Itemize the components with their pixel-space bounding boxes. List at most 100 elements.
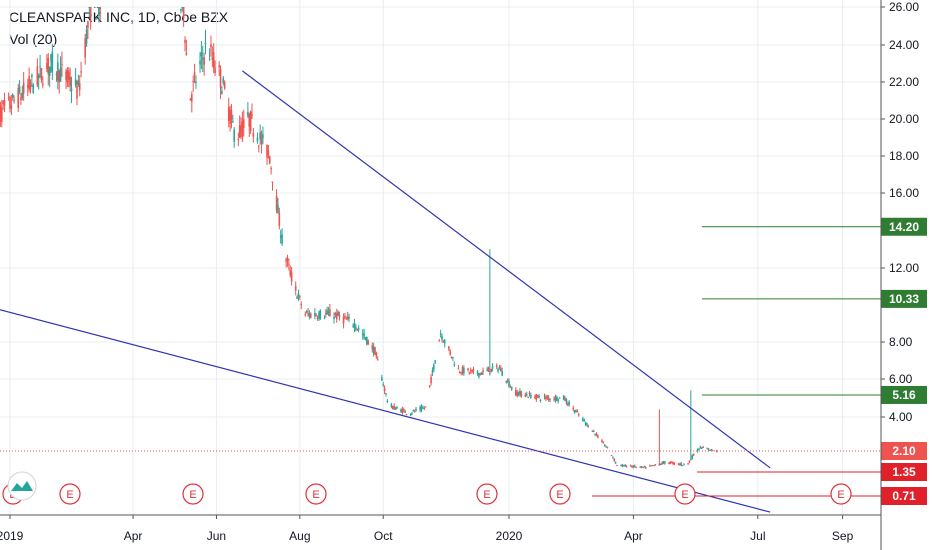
time-axis: 2019 Apr Jun Aug Oct 2020 Apr Jul Sep [0, 514, 881, 543]
candle-body [22, 82, 25, 94]
candle-body [527, 397, 529, 399]
candle-body [0, 106, 2, 120]
candle-body [204, 42, 207, 44]
candle-body [212, 52, 215, 68]
earnings-marker-label: E [483, 489, 490, 501]
candle-body [181, 7, 184, 8]
candle-body [59, 67, 62, 82]
candle-body [268, 156, 271, 164]
candle-body [413, 411, 416, 413]
candle-body [449, 351, 452, 355]
candle-body [471, 369, 473, 372]
x-tick-label: Sep [832, 529, 854, 543]
candle-body [77, 80, 80, 85]
candle-body [681, 465, 684, 467]
candle-body [89, 7, 92, 22]
candle-body [10, 105, 13, 109]
candle-body [307, 313, 309, 315]
candle-body [344, 315, 346, 318]
candle-body [543, 396, 546, 398]
candle-body [476, 371, 479, 374]
candle-body [270, 168, 272, 170]
candle-body [520, 391, 523, 397]
candle-body [26, 84, 29, 88]
candle-body [39, 66, 41, 68]
candle-body [371, 345, 374, 350]
candle-body [487, 367, 490, 372]
candle-body [191, 94, 193, 102]
candle-body [262, 134, 264, 139]
candle-body [420, 406, 423, 411]
candle-body [442, 341, 445, 343]
earnings-marker [674, 483, 696, 505]
x-tick-label: Aug [289, 529, 310, 543]
candle-body [281, 234, 283, 244]
candle-body [688, 460, 691, 463]
candle-body [411, 413, 413, 415]
candle-body [605, 446, 607, 448]
volume-indicator-label[interactable]: Vol (20) [9, 31, 58, 47]
candle-body [606, 447, 609, 449]
candle-body [318, 312, 320, 319]
candle-body [642, 467, 644, 469]
candle-body [99, 7, 102, 10]
candle-body [333, 316, 335, 319]
candle-body [70, 88, 73, 92]
candle-body [621, 464, 624, 467]
candle-body [20, 97, 22, 101]
candle-body [249, 111, 252, 132]
candle-body [562, 395, 565, 400]
candle-body [534, 396, 536, 398]
candle-body [582, 418, 584, 421]
candle-body [356, 328, 359, 330]
candle-body [319, 310, 322, 319]
price-axis: 26.00 24.00 22.00 20.00 18.00 16.00 12.00 8.00 6… [880, 0, 919, 550]
candle-body [353, 322, 356, 329]
candle-body [603, 444, 606, 446]
x-tick-label: Oct [374, 529, 393, 543]
candle-body [334, 313, 337, 315]
candle-body [252, 132, 255, 137]
candle-body [50, 54, 52, 62]
candle-body [583, 419, 585, 421]
candle-body [441, 336, 443, 340]
candle-body [315, 315, 318, 317]
candle-body [361, 333, 364, 336]
candle-body [461, 367, 464, 373]
candle-body [516, 392, 519, 396]
candle-body [576, 410, 579, 412]
candle-body [635, 467, 637, 469]
candle-body [51, 51, 54, 72]
y-tick-label: 20.00 [889, 112, 919, 126]
candle-body [258, 145, 260, 147]
candle-body [286, 258, 289, 261]
candle-body [698, 448, 700, 450]
x-tick-label: 2020 [496, 529, 523, 543]
earnings-marker-label: E [556, 489, 563, 501]
candle-body [348, 316, 350, 319]
candle-body [463, 367, 465, 374]
candle-body [230, 110, 233, 120]
candle-body [69, 76, 71, 87]
price-tag [881, 487, 927, 505]
candle-body [355, 327, 357, 330]
candle-body [662, 461, 665, 463]
candle-body [409, 414, 412, 416]
candle-body [11, 94, 14, 98]
candle-body [200, 52, 203, 57]
y-tick-label: 24.00 [889, 38, 919, 52]
candle-body [78, 83, 81, 91]
candle-body [573, 410, 576, 413]
candle-body [338, 314, 341, 317]
candle-body [405, 414, 408, 416]
candle-body [472, 369, 475, 372]
candle-body [423, 408, 426, 410]
candle-body [326, 310, 328, 315]
candle-body [587, 425, 590, 428]
candle-body [314, 312, 316, 317]
candle-body [316, 317, 319, 319]
candle-body [221, 90, 223, 95]
candle-body [201, 58, 204, 60]
candle-body [691, 455, 693, 459]
